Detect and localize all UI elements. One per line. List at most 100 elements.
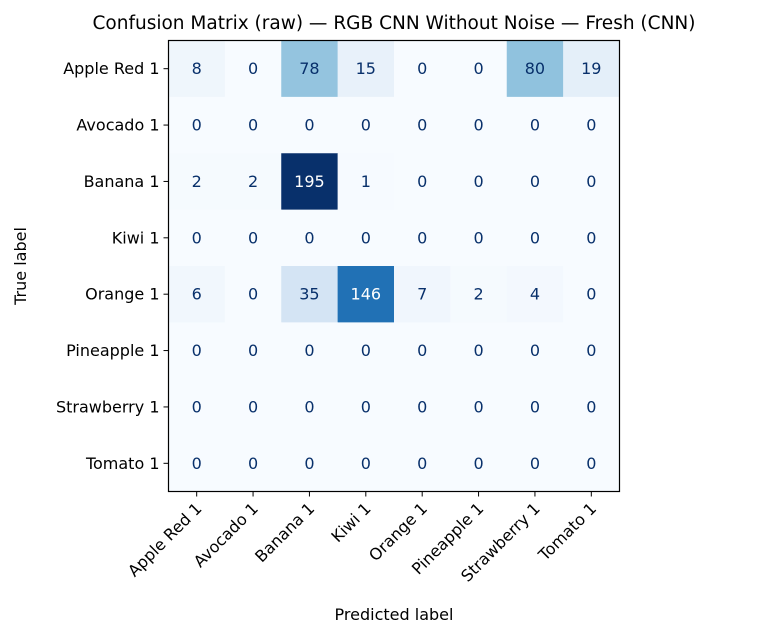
- cell-value: 2: [192, 172, 202, 191]
- cell-value: 0: [473, 228, 483, 247]
- cell-value: 0: [361, 397, 371, 416]
- y-axis-ticks: Apple Red 1 Avocado 1 Banana 1 Kiwi 1 Orange…: [56, 59, 169, 473]
- heatmap-cell: [563, 266, 620, 323]
- heatmap-cell: [450, 96, 508, 154]
- heatmap-cell: [281, 266, 339, 323]
- cell-value: 0: [192, 454, 202, 473]
- heatmap-cell: [168, 209, 226, 267]
- heatmap-cell: [506, 40, 564, 98]
- cell-value: 0: [361, 228, 371, 247]
- heatmap-cell: [450, 266, 508, 323]
- y-tick-label: Apple Red 1: [63, 59, 159, 78]
- x-tick-label: Banana 1: [251, 499, 318, 566]
- cell-value: 146: [351, 285, 382, 304]
- heatmap-cell: [224, 435, 282, 492]
- cell-value: 0: [304, 454, 314, 473]
- y-tick-label: Tomato 1: [85, 454, 160, 473]
- cell-value: 0: [473, 397, 483, 416]
- heatmap-cell: [281, 96, 339, 154]
- cell-value: 78: [299, 59, 319, 78]
- cell-value: 0: [530, 228, 540, 247]
- heatmap-cell: [563, 96, 620, 154]
- cell-value: 1: [361, 172, 371, 191]
- y-axis-label: True label: [11, 227, 30, 306]
- cell-value: 195: [294, 172, 325, 191]
- heatmap-cell: [563, 40, 620, 98]
- cell-value: 7: [417, 285, 427, 304]
- heatmap-cell: [168, 153, 226, 211]
- cell-value: 0: [361, 116, 371, 135]
- heatmap-cell: [337, 40, 395, 98]
- cell-value: 0: [473, 116, 483, 135]
- cell-value: 4: [530, 285, 540, 304]
- cell-value: 0: [586, 341, 596, 360]
- cell-value: 0: [417, 116, 427, 135]
- cell-value: 0: [192, 397, 202, 416]
- chart-title: Confusion Matrix (raw) — RGB CNN Without…: [93, 13, 696, 34]
- heatmap-cell: [281, 209, 339, 267]
- heatmap-cell: [337, 96, 395, 154]
- cell-value: 0: [192, 341, 202, 360]
- heatmap-cell: [506, 435, 564, 492]
- cell-value: 0: [586, 285, 596, 304]
- cell-value: 0: [586, 397, 596, 416]
- x-tick-label: Kiwi 1: [327, 499, 374, 546]
- cell-value: 15: [356, 59, 376, 78]
- heatmap-cell: [450, 435, 508, 492]
- heatmap-cell: [450, 40, 508, 98]
- heatmap-cell: [450, 322, 508, 380]
- cell-value: 6: [192, 285, 202, 304]
- heatmap-cell: [394, 96, 451, 154]
- heatmap-cell: [281, 435, 339, 492]
- cell-value: 0: [192, 228, 202, 247]
- heatmap-cell: [394, 266, 451, 323]
- cell-value: 0: [361, 341, 371, 360]
- cell-value: 0: [192, 116, 202, 135]
- cell-value: 0: [586, 116, 596, 135]
- cell-value: 2: [248, 172, 258, 191]
- cell-value: 0: [417, 341, 427, 360]
- cell-value: 0: [473, 454, 483, 473]
- heatmap-cell: [394, 378, 451, 436]
- heatmap-cell: [224, 40, 282, 98]
- heatmap-cell: [337, 209, 395, 267]
- cell-value: 0: [248, 116, 258, 135]
- x-axis-label: Predicted label: [335, 605, 454, 624]
- cell-value: 0: [417, 59, 427, 78]
- heatmap-cell: [506, 322, 564, 380]
- heatmap-cell: [281, 153, 339, 211]
- heatmap-cell: [450, 153, 508, 211]
- cell-value: 0: [530, 341, 540, 360]
- heatmap-cells: [168, 40, 620, 492]
- heatmap-cell: [281, 322, 339, 380]
- heatmap-cell: [224, 209, 282, 267]
- y-tick-label: Kiwi 1: [112, 228, 160, 247]
- heatmap-cell: [224, 96, 282, 154]
- heatmap-cell: [506, 153, 564, 211]
- heatmap-cell: [281, 378, 339, 436]
- cell-value: 35: [299, 285, 319, 304]
- y-tick-label: Avocado 1: [76, 116, 159, 135]
- heatmap-cell: [168, 435, 226, 492]
- heatmap-cell: [506, 378, 564, 436]
- heatmap-cell: [394, 209, 451, 267]
- heatmap-cell: [224, 378, 282, 436]
- heatmap-cell: [337, 322, 395, 380]
- heatmap-cell: [281, 40, 339, 98]
- cell-value: 0: [586, 454, 596, 473]
- cell-value: 0: [586, 228, 596, 247]
- cell-value: 0: [248, 59, 258, 78]
- heatmap-cell: [168, 378, 226, 436]
- heatmap-cell: [506, 96, 564, 154]
- cell-value: 0: [304, 228, 314, 247]
- heatmap-cell: [394, 40, 451, 98]
- y-tick-label: Banana 1: [84, 172, 160, 191]
- cell-value: 0: [248, 228, 258, 247]
- cell-value: 0: [304, 341, 314, 360]
- cell-values: 8 0 78 15 0 0 80 190 0 0 0 0 0 0 02 2 195 1 0 0 0 00 0 0 0 0 0 0 06 0…: [192, 59, 602, 473]
- cell-value: 0: [248, 285, 258, 304]
- heatmap-cell: [168, 266, 226, 323]
- heatmap-cell: [337, 378, 395, 436]
- cell-value: 0: [473, 59, 483, 78]
- heatmap-cell: [168, 96, 226, 154]
